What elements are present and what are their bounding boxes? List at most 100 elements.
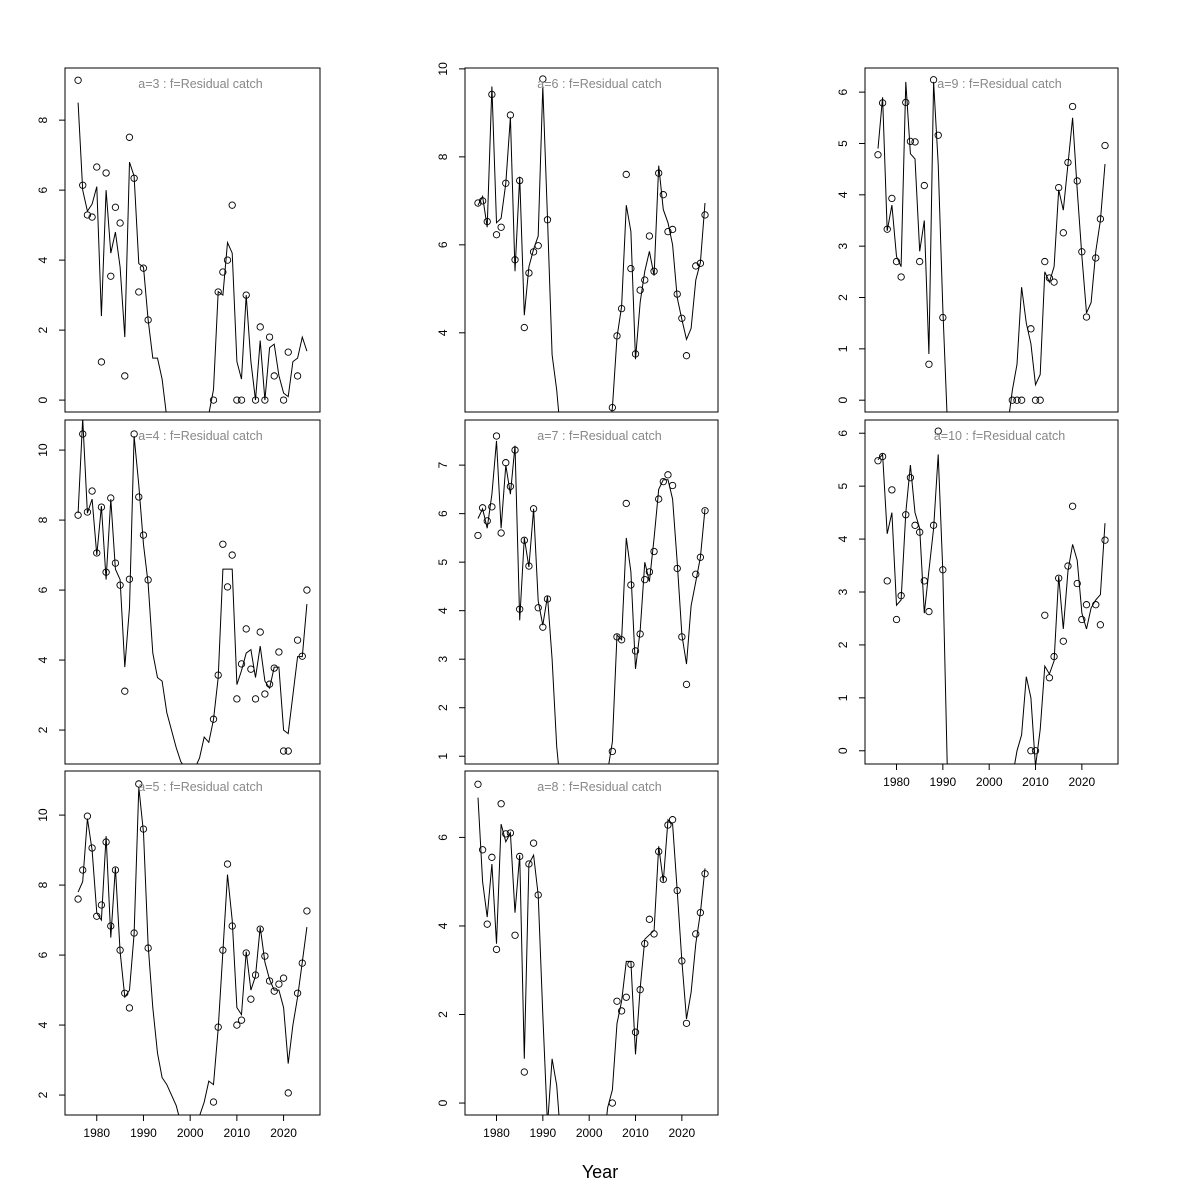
y-tick-label: 8 — [36, 516, 50, 523]
observed-point — [650, 547, 658, 556]
panel-4: a=7 : f=Residual catch 1 2 3 4 5 6 7 — [436, 419, 719, 765]
observed-point — [701, 211, 709, 219]
panel-5: a=8 : f=Residual catch 0 2 4 6 1980 1990 2000 20… — [436, 770, 719, 1140]
observed-point — [111, 203, 120, 211]
observed-point — [139, 264, 148, 272]
y-tick-label: 6 — [836, 88, 850, 95]
observed-point — [664, 471, 672, 479]
observed-point — [256, 323, 264, 331]
observed-point — [93, 163, 101, 171]
observed-point — [492, 231, 501, 239]
observed-point — [130, 929, 138, 937]
observed-point — [242, 625, 250, 633]
observed-point — [1050, 652, 1058, 661]
y-tick-label: 3 — [436, 656, 450, 663]
panel-frame — [864, 67, 1119, 413]
y-tick-label: 10 — [36, 808, 50, 822]
observed-point — [678, 314, 686, 322]
observed-point — [242, 291, 250, 299]
observed-point — [682, 680, 691, 689]
observed-point — [279, 747, 288, 755]
observed-point — [1017, 396, 1026, 404]
observed-point — [902, 98, 910, 107]
y-tick-label: 8 — [436, 153, 450, 160]
observed-point — [279, 974, 288, 982]
observed-point — [125, 575, 134, 583]
observed-point — [135, 780, 143, 788]
x-tick-label: 1980 — [83, 1126, 110, 1140]
observed-point — [1068, 502, 1077, 510]
x-tick-label: 1990 — [130, 1126, 157, 1140]
observed-point — [121, 687, 129, 695]
panel-1: a=4 : f=Residual catch 2 4 6 8 10 — [36, 419, 321, 765]
observed-point — [659, 191, 667, 199]
y-tick-label: 1 — [836, 694, 850, 701]
observed-point — [102, 568, 110, 576]
y-tick-label: 6 — [436, 510, 450, 517]
observed-point — [934, 427, 942, 435]
y-tick-label: 8 — [36, 116, 50, 123]
observed-point — [251, 396, 260, 404]
observed-point — [209, 396, 218, 404]
observed-point — [492, 945, 501, 954]
observed-point — [878, 99, 887, 107]
observed-point — [293, 372, 302, 380]
observed-point — [233, 396, 241, 404]
observed-point — [678, 957, 686, 965]
observed-point — [270, 372, 278, 380]
observed-point — [925, 360, 933, 368]
observed-point — [525, 860, 533, 868]
observed-point — [613, 332, 621, 340]
observed-point — [1092, 254, 1100, 262]
observed-point — [256, 628, 264, 636]
observed-point — [664, 821, 672, 829]
y-tick-label: 4 — [836, 535, 850, 542]
panel-title: a=3 : f=Residual catch — [138, 77, 262, 91]
observed-point — [1027, 325, 1035, 333]
observed-point — [539, 623, 547, 631]
observed-point — [130, 430, 138, 438]
x-tick-label: 2020 — [1069, 775, 1096, 789]
panel-title: a=8 : f=Residual catch — [537, 780, 661, 794]
observed-point — [478, 197, 487, 205]
observed-point — [636, 986, 644, 994]
observed-point — [88, 213, 96, 221]
observed-point — [298, 959, 306, 967]
observed-point — [525, 562, 533, 570]
observed-point — [892, 257, 901, 266]
observed-point — [511, 256, 519, 264]
observed-point — [237, 660, 246, 668]
fitted-line — [477, 797, 706, 1115]
y-tick-label: 6 — [36, 186, 50, 193]
panel-0: a=3 : f=Residual catch 0 2 4 6 8 — [36, 67, 321, 413]
observed-point — [102, 838, 110, 846]
observed-point — [892, 615, 901, 624]
observed-point — [478, 846, 487, 854]
observed-point — [678, 633, 686, 641]
observed-point — [920, 577, 928, 585]
observed-point — [641, 575, 649, 584]
observed-point — [916, 257, 924, 266]
observed-point — [627, 264, 635, 273]
observed-point — [107, 494, 115, 502]
y-tick-label: 8 — [36, 881, 50, 888]
observed-point — [911, 521, 919, 529]
observed-point — [1101, 141, 1109, 150]
observed-point — [116, 581, 124, 589]
observed-point — [1041, 611, 1049, 619]
observed-point — [1064, 562, 1072, 570]
observed-point — [483, 517, 491, 525]
observed-point — [223, 256, 232, 264]
observed-point — [883, 225, 891, 233]
x-tick-label: 2010 — [622, 1126, 649, 1140]
panel-title: a=9 : f=Residual catch — [937, 77, 1061, 91]
observed-point — [701, 507, 709, 515]
observed-point — [303, 907, 311, 915]
observed-point — [270, 664, 278, 672]
observed-point — [233, 1021, 241, 1029]
y-tick-label: 0 — [36, 396, 50, 403]
observed-point — [631, 1028, 640, 1036]
observed-point — [130, 174, 138, 182]
observed-point — [478, 504, 487, 512]
